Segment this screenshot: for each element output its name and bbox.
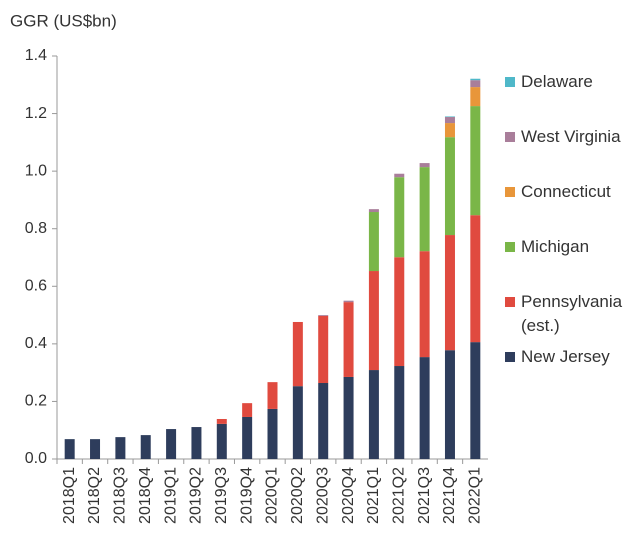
- y-tick-label: 1.2: [25, 105, 47, 122]
- x-tick-label: 2019Q3: [213, 467, 230, 524]
- bar-segment: [470, 106, 481, 216]
- x-tick-label: 2018Q1: [61, 467, 78, 524]
- bar-segment: [343, 302, 354, 377]
- bar-segment: [292, 321, 303, 387]
- bar-segment: [140, 435, 151, 459]
- bar-segment: [470, 80, 481, 88]
- bar-segment: [394, 173, 405, 178]
- bar-segment: [394, 366, 405, 459]
- legend-swatch: [505, 187, 515, 197]
- legend-swatch: [505, 242, 515, 252]
- x-tick-label: 2019Q4: [238, 467, 255, 524]
- bar-segment: [90, 439, 101, 459]
- bar-segment: [470, 215, 481, 343]
- bar-segment: [444, 123, 455, 138]
- bar-segment: [318, 315, 329, 384]
- bar-segment: [166, 429, 177, 459]
- legend-swatch: [505, 77, 515, 87]
- x-tick-label: 2018Q2: [86, 467, 103, 524]
- bar-segment: [216, 418, 227, 424]
- legend-label: West Virginia: [521, 127, 621, 146]
- bar-segment: [343, 300, 354, 303]
- legend-swatch: [505, 352, 515, 362]
- legend-swatch: [505, 297, 515, 307]
- x-tick-label: 2018Q4: [137, 467, 154, 524]
- x-tick-label: 2020Q4: [340, 467, 357, 524]
- x-tick-label: 2021Q2: [390, 467, 407, 524]
- bar-segment: [216, 423, 227, 459]
- bar-segment: [394, 177, 405, 258]
- legend-item: Michigan: [505, 235, 633, 259]
- legend-item: New Jersey: [505, 345, 633, 369]
- bar-segment: [191, 427, 202, 459]
- bar-segment: [368, 212, 379, 272]
- x-tick-label: 2021Q3: [416, 467, 433, 524]
- bar-segment: [419, 251, 430, 358]
- bar-segment: [242, 403, 253, 417]
- y-tick-label: 1.0: [25, 162, 47, 179]
- bar-segment: [368, 370, 379, 459]
- bar-segment: [419, 163, 430, 168]
- bar-segment: [444, 235, 455, 351]
- x-tick-label: 2020Q1: [264, 467, 281, 524]
- y-tick-label: 0.6: [25, 278, 47, 295]
- legend-label: Pennsylvania (est.): [521, 292, 623, 335]
- bar-segment: [394, 257, 405, 367]
- x-tick-label: 2018Q3: [112, 467, 129, 524]
- x-tick-label: 2020Q2: [289, 467, 306, 524]
- y-tick-label: 0.4: [25, 335, 47, 352]
- bar-segment: [444, 116, 455, 118]
- legend-item: West Virginia: [505, 125, 633, 149]
- bar-segment: [368, 271, 379, 371]
- legend-item: Pennsylvania (est.): [505, 290, 633, 338]
- bar-segment: [267, 408, 278, 459]
- legend-swatch: [505, 132, 515, 142]
- bar-segment: [444, 350, 455, 459]
- bar-segment: [444, 137, 455, 236]
- bar-segment: [292, 386, 303, 459]
- legend-label: Delaware: [521, 72, 593, 91]
- bar-segment: [470, 342, 481, 459]
- legend-label: Michigan: [521, 237, 590, 256]
- legend-item: Delaware: [505, 70, 633, 94]
- bar-segment: [115, 437, 126, 459]
- x-tick-label: 2021Q4: [441, 467, 458, 524]
- bar-segment: [368, 209, 379, 213]
- bar-segment: [343, 376, 354, 459]
- y-tick-label: 0.2: [25, 393, 47, 410]
- y-tick-label: 0.8: [25, 220, 47, 237]
- legend-label: New Jersey: [521, 347, 610, 366]
- bar-segment: [419, 357, 430, 459]
- y-tick-label: 1.4: [25, 47, 47, 64]
- x-tick-label: 2019Q1: [162, 467, 179, 524]
- bar-segment: [64, 439, 75, 459]
- y-axis-label: GGR (US$bn): [10, 11, 117, 30]
- x-tick-label: 2021Q1: [365, 467, 382, 524]
- legend-label: Connecticut: [521, 182, 611, 201]
- bar-segment: [242, 416, 253, 459]
- bar-segment: [470, 78, 481, 81]
- legend-item: Connecticut: [505, 180, 633, 204]
- bar-segment: [267, 382, 278, 409]
- x-tick-label: 2020Q3: [314, 467, 331, 524]
- bar-segment: [318, 315, 329, 316]
- y-tick-label: 0.0: [25, 450, 47, 467]
- bar-segment: [419, 167, 430, 252]
- bar-segment: [470, 87, 481, 107]
- bar-segment: [444, 117, 455, 124]
- x-tick-label: 2022Q1: [467, 467, 484, 524]
- x-tick-label: 2019Q2: [188, 467, 205, 524]
- bar-segment: [318, 383, 329, 459]
